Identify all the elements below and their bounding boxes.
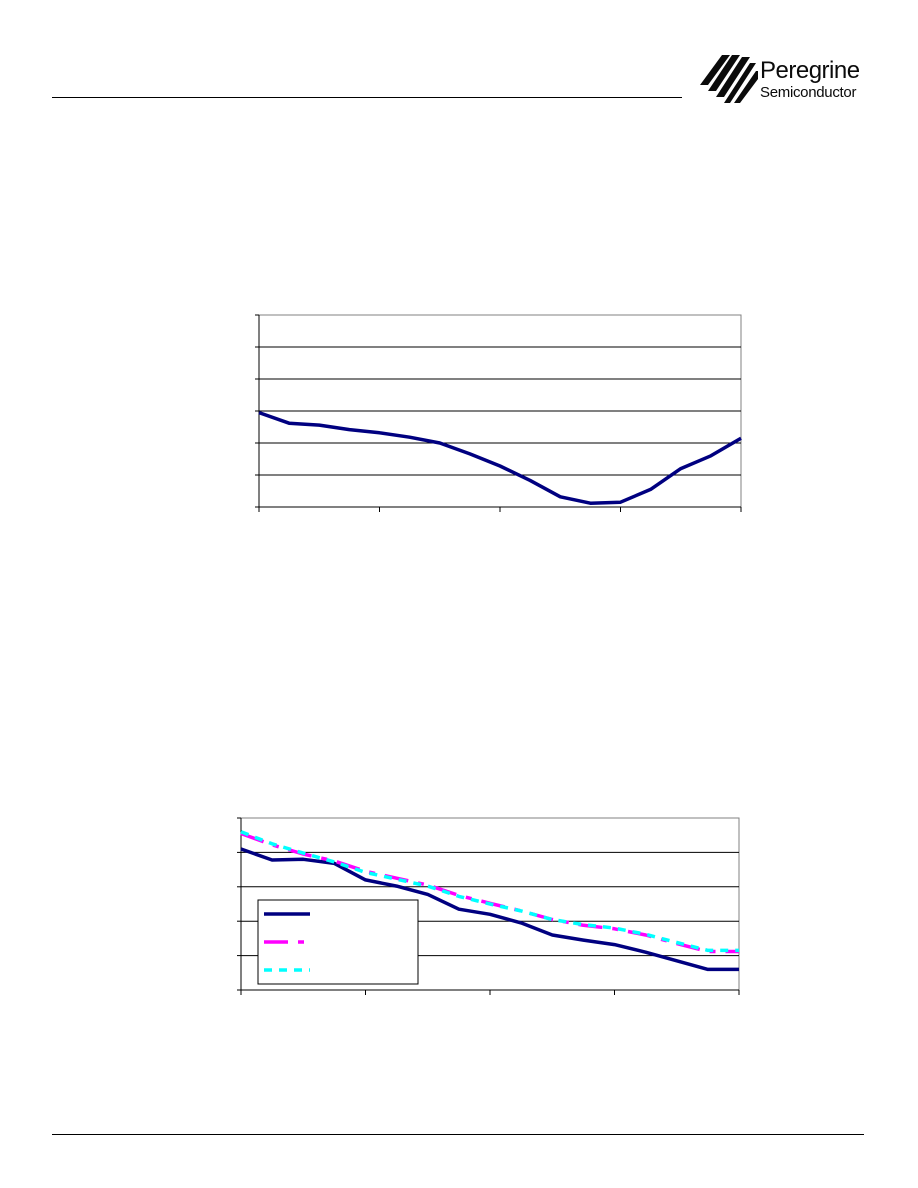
series-line-1 [240,847,739,972]
legend [257,899,419,985]
footer-rule [52,1134,864,1135]
peregrine-logo: Peregrine Semiconductor [700,55,870,105]
series-line-3 [240,830,739,953]
logo-subtitle: Semiconductor [760,84,857,101]
series-line-1 [258,410,742,505]
chart-2 [237,817,740,995]
chart-1 [255,314,742,512]
logo-name: Peregrine [760,57,860,84]
header-rule [52,97,682,98]
peregrine-wing-icon [700,55,758,103]
